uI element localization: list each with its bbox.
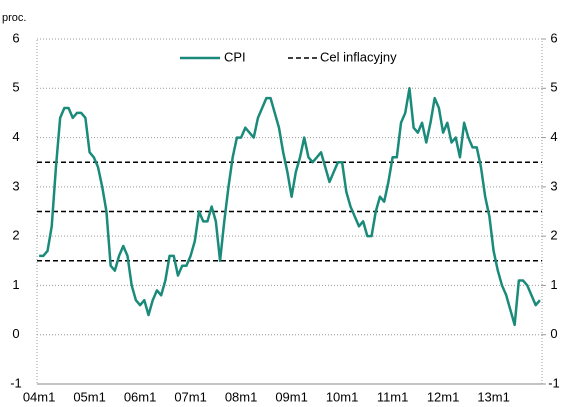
legend-label: Cel inflacyjny	[320, 49, 397, 64]
x-tick-label: 10m1	[326, 389, 359, 404]
y2-tick-label: 2	[550, 228, 557, 243]
x-tick-label: 11m1	[377, 389, 409, 404]
y2-tick-label: 5	[550, 80, 557, 95]
y-axis-label: proc.	[2, 12, 26, 24]
y2-tick-label: -1	[548, 375, 560, 390]
x-tick-label: 07m1	[174, 389, 207, 404]
x-tick-label: 13m1	[477, 389, 510, 404]
legend-label: CPI	[224, 49, 246, 64]
x-tick-label: 12m1	[427, 389, 460, 404]
x-tick-label: 06m1	[124, 389, 157, 404]
y-tick-label: 4	[12, 129, 19, 144]
y2-tick-label: 4	[550, 129, 557, 144]
y2-tick-label: 1	[550, 277, 557, 292]
x-tick-label: 09m1	[275, 389, 308, 404]
y-tick-label: -1	[10, 375, 22, 390]
y-tick-label: 1	[12, 277, 19, 292]
y2-tick-label: 3	[550, 178, 557, 193]
y2-tick-label: 0	[550, 326, 557, 341]
cpi-line	[39, 87, 541, 327]
y2-tick-label: 6	[550, 30, 557, 45]
y-tick-label: 2	[12, 228, 19, 243]
x-tick-label: 05m1	[73, 389, 106, 404]
y-tick-label: 0	[12, 326, 19, 341]
y-tick-label: 5	[12, 80, 19, 95]
x-tick-label: 08m1	[225, 389, 258, 404]
y-tick-label: 3	[12, 178, 19, 193]
x-tick-label: 04m1	[23, 389, 56, 404]
y-tick-label: 6	[12, 30, 19, 45]
